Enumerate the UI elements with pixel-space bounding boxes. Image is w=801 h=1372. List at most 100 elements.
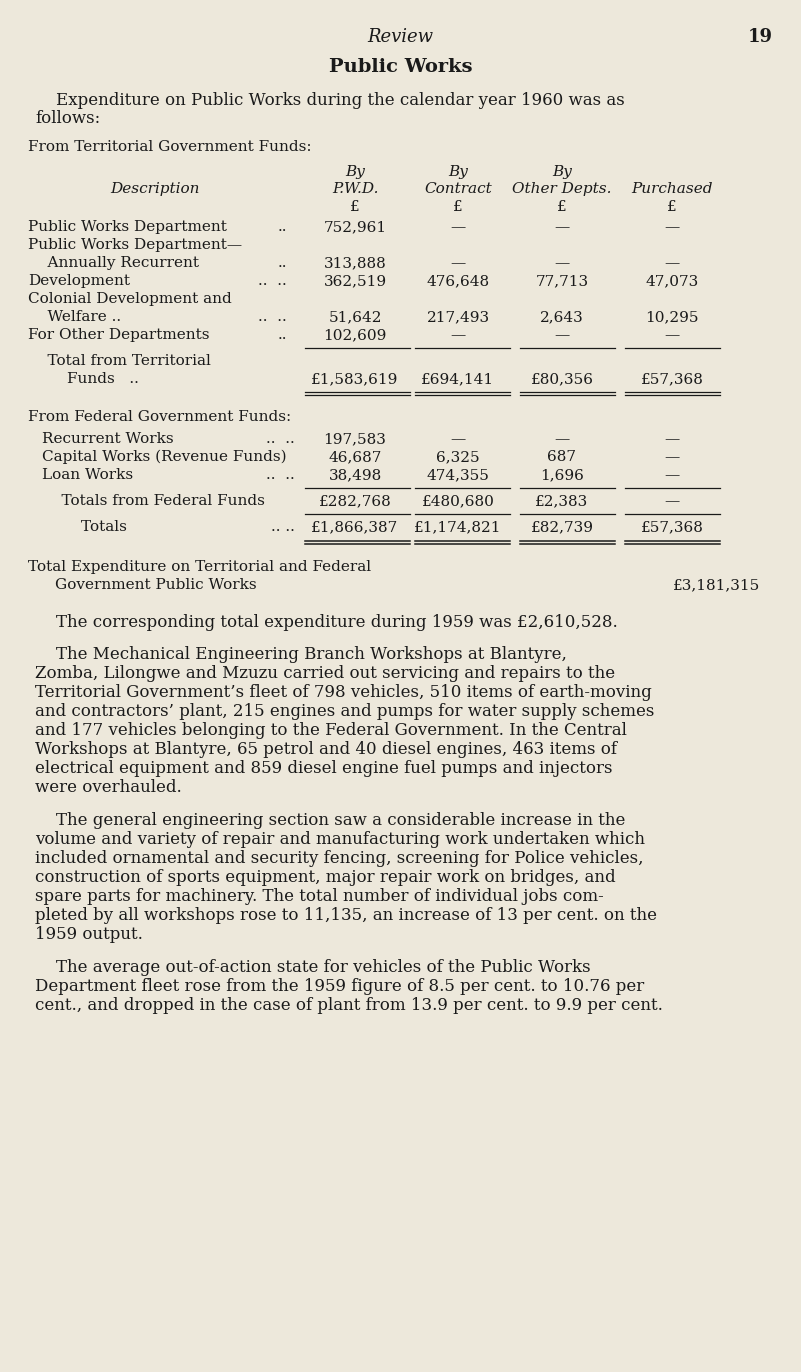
- Text: ..: ..: [277, 328, 287, 342]
- Text: volume and variety of repair and manufacturing work undertaken which: volume and variety of repair and manufac…: [35, 831, 645, 848]
- Text: cent., and dropped in the case of plant from 13.9 per cent. to 9.9 per cent.: cent., and dropped in the case of plant …: [35, 997, 663, 1014]
- Text: —: —: [554, 328, 570, 342]
- Text: Territorial Government’s fleet of 798 vehicles, 510 items of earth-moving: Territorial Government’s fleet of 798 ve…: [35, 685, 652, 701]
- Text: Loan Works: Loan Works: [42, 468, 133, 482]
- Text: —: —: [554, 257, 570, 270]
- Text: were overhauled.: were overhauled.: [35, 779, 182, 796]
- Text: Zomba, Lilongwe and Mzuzu carried out servicing and repairs to the: Zomba, Lilongwe and Mzuzu carried out se…: [35, 665, 615, 682]
- Text: —: —: [664, 432, 679, 446]
- Text: By: By: [448, 165, 468, 178]
- Text: —: —: [450, 257, 465, 270]
- Text: Total Expenditure on Territorial and Federal: Total Expenditure on Territorial and Fed…: [28, 560, 371, 573]
- Text: Description: Description: [111, 182, 199, 196]
- Text: £80,356: £80,356: [530, 372, 594, 386]
- Text: By: By: [345, 165, 365, 178]
- Text: 476,648: 476,648: [426, 274, 489, 288]
- Text: Development: Development: [28, 274, 130, 288]
- Text: Government Public Works: Government Public Works: [55, 578, 256, 591]
- Text: construction of sports equipment, major repair work on bridges, and: construction of sports equipment, major …: [35, 868, 616, 886]
- Text: Recurrent Works: Recurrent Works: [42, 432, 174, 446]
- Text: Expenditure on Public Works during the calendar year 1960 was as: Expenditure on Public Works during the c…: [35, 92, 625, 108]
- Text: Public Works: Public Works: [328, 58, 473, 75]
- Text: The Mechanical Engineering Branch Workshops at Blantyre,: The Mechanical Engineering Branch Worksh…: [35, 646, 567, 663]
- Text: Public Works Department: Public Works Department: [28, 220, 227, 235]
- Text: follows:: follows:: [35, 110, 100, 128]
- Text: P.W.D.: P.W.D.: [332, 182, 378, 196]
- Text: Contract: Contract: [424, 182, 492, 196]
- Text: £1,866,387: £1,866,387: [312, 520, 399, 534]
- Text: Department fleet rose from the 1959 figure of 8.5 per cent. to 10.76 per: Department fleet rose from the 1959 figu…: [35, 978, 644, 995]
- Text: electrical equipment and 859 diesel engine fuel pumps and injectors: electrical equipment and 859 diesel engi…: [35, 760, 613, 777]
- Text: spare parts for machinery. The total number of individual jobs com-: spare parts for machinery. The total num…: [35, 888, 604, 906]
- Text: 47,073: 47,073: [646, 274, 698, 288]
- Text: Total from Territorial: Total from Territorial: [28, 354, 211, 368]
- Text: —: —: [450, 432, 465, 446]
- Text: 51,642: 51,642: [328, 310, 382, 324]
- Text: £1,174,821: £1,174,821: [414, 520, 501, 534]
- Text: Workshops at Blantyre, 65 petrol and 40 diesel engines, 463 items of: Workshops at Blantyre, 65 petrol and 40 …: [35, 741, 617, 757]
- Text: 313,888: 313,888: [324, 257, 386, 270]
- Text: Funds   ..: Funds ..: [28, 372, 139, 386]
- Text: 217,493: 217,493: [426, 310, 489, 324]
- Text: 1,696: 1,696: [540, 468, 584, 482]
- Text: 102,609: 102,609: [324, 328, 387, 342]
- Text: —: —: [664, 257, 679, 270]
- Text: £282,768: £282,768: [319, 494, 392, 508]
- Text: 2,643: 2,643: [540, 310, 584, 324]
- Text: 77,713: 77,713: [535, 274, 589, 288]
- Text: .. ..: .. ..: [271, 520, 295, 534]
- Text: 362,519: 362,519: [324, 274, 387, 288]
- Text: £: £: [667, 200, 677, 214]
- Text: —: —: [664, 468, 679, 482]
- Text: ..  ..: .. ..: [266, 468, 295, 482]
- Text: —: —: [554, 432, 570, 446]
- Text: 6,325: 6,325: [437, 450, 480, 464]
- Text: For Other Departments: For Other Departments: [28, 328, 210, 342]
- Text: £: £: [557, 200, 567, 214]
- Text: 19: 19: [748, 27, 773, 47]
- Text: 46,687: 46,687: [328, 450, 382, 464]
- Text: Colonial Development and: Colonial Development and: [28, 292, 231, 306]
- Text: Annually Recurrent: Annually Recurrent: [28, 257, 199, 270]
- Text: £1,583,619: £1,583,619: [312, 372, 399, 386]
- Text: £3,181,315: £3,181,315: [673, 578, 760, 591]
- Text: —: —: [554, 220, 570, 235]
- Text: —: —: [664, 328, 679, 342]
- Text: 474,355: 474,355: [427, 468, 489, 482]
- Text: included ornamental and security fencing, screening for Police vehicles,: included ornamental and security fencing…: [35, 851, 643, 867]
- Text: Other Depts.: Other Depts.: [513, 182, 612, 196]
- Text: Capital Works (Revenue Funds): Capital Works (Revenue Funds): [42, 450, 287, 464]
- Text: ..: ..: [277, 257, 287, 270]
- Text: From Territorial Government Funds:: From Territorial Government Funds:: [28, 140, 312, 154]
- Text: 38,498: 38,498: [328, 468, 381, 482]
- Text: The average out-of-action state for vehicles of the Public Works: The average out-of-action state for vehi…: [35, 959, 590, 975]
- Text: and 177 vehicles belonging to the Federal Government. In the Central: and 177 vehicles belonging to the Federa…: [35, 722, 627, 740]
- Text: —: —: [450, 220, 465, 235]
- Text: ..  ..: .. ..: [258, 274, 287, 288]
- Text: 10,295: 10,295: [646, 310, 698, 324]
- Text: pleted by all workshops rose to 11,135, an increase of 13 per cent. on the: pleted by all workshops rose to 11,135, …: [35, 907, 657, 923]
- Text: ..: ..: [277, 220, 287, 235]
- Text: Review: Review: [368, 27, 433, 47]
- Text: Welfare ..: Welfare ..: [28, 310, 121, 324]
- Text: —: —: [664, 494, 679, 508]
- Text: 197,583: 197,583: [324, 432, 386, 446]
- Text: —: —: [664, 450, 679, 464]
- Text: £82,739: £82,739: [530, 520, 594, 534]
- Text: The general engineering section saw a considerable increase in the: The general engineering section saw a co…: [35, 812, 626, 829]
- Text: —: —: [664, 220, 679, 235]
- Text: £57,368: £57,368: [641, 372, 703, 386]
- Text: £: £: [453, 200, 463, 214]
- Text: 687: 687: [548, 450, 577, 464]
- Text: The corresponding total expenditure during 1959 was £2,610,528.: The corresponding total expenditure duri…: [35, 615, 618, 631]
- Text: Totals: Totals: [42, 520, 127, 534]
- Text: and contractors’ plant, 215 engines and pumps for water supply schemes: and contractors’ plant, 215 engines and …: [35, 702, 654, 720]
- Text: £: £: [350, 200, 360, 214]
- Text: 752,961: 752,961: [324, 220, 387, 235]
- Text: Public Works Department—: Public Works Department—: [28, 237, 242, 252]
- Text: £694,141: £694,141: [421, 372, 494, 386]
- Text: £480,680: £480,680: [421, 494, 494, 508]
- Text: £2,383: £2,383: [535, 494, 589, 508]
- Text: —: —: [450, 328, 465, 342]
- Text: Totals from Federal Funds: Totals from Federal Funds: [42, 494, 265, 508]
